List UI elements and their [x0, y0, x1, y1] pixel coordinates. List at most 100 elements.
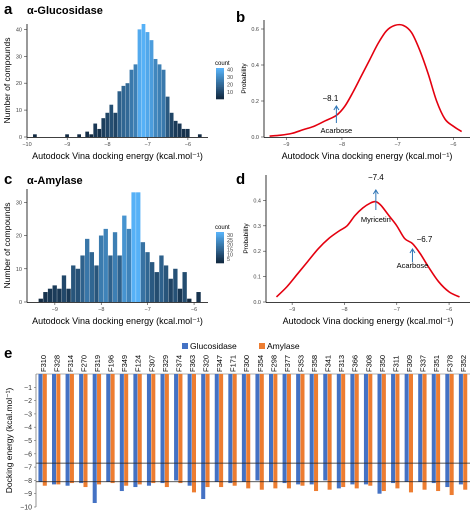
legend-swatch: [216, 235, 224, 237]
y-tick-label: −6: [24, 451, 32, 458]
y-axis-label: Probability: [241, 63, 248, 94]
histogram-bar: [121, 85, 126, 137]
x-tick-label: −7: [394, 307, 400, 313]
y-axis-label: Docking energy (kcal.mol⁻¹): [4, 388, 14, 494]
histogram-bar: [52, 285, 57, 302]
x-axis-label: Autodock Vina docking energy (kcal.mol⁻¹…: [283, 316, 454, 326]
histogram-bar: [33, 134, 37, 137]
y-tick-label: 0.4: [251, 63, 259, 69]
legend-tick-label: 10: [227, 90, 233, 96]
annotation-value: −7.4: [368, 173, 384, 182]
histogram-bar: [154, 272, 159, 302]
histogram-bar: [85, 131, 90, 137]
legend-tick-label: 20: [227, 243, 233, 249]
y-axis-label: Number of compounds: [2, 38, 12, 124]
panel-c: c α-Amylase −9 −8 −7 −6 0 10 20 30 Autodock Vina d…: [2, 171, 233, 326]
bar-amylase: [327, 374, 332, 490]
x-tick-label: −8: [98, 307, 104, 313]
legend-swatch: [216, 238, 224, 241]
annotation-value: −6.7: [417, 235, 433, 244]
histogram-bar: [145, 32, 150, 138]
histogram-bar: [80, 255, 85, 302]
legend-swatch: [216, 244, 224, 247]
legend-swatch: [216, 232, 224, 234]
histogram-bar: [65, 134, 69, 137]
bar-amylase: [314, 374, 319, 492]
histogram-bar: [126, 228, 132, 302]
legend-title: count: [215, 61, 230, 67]
bar-amylase: [178, 374, 183, 484]
panel-letter: c: [4, 171, 12, 188]
bar-amylase: [69, 374, 74, 484]
arrowhead: [372, 189, 379, 195]
histogram-bar: [98, 235, 104, 302]
legend-swatch: [216, 97, 224, 100]
legend-swatch: [216, 245, 224, 248]
bar-glucosidase: [269, 374, 274, 482]
bar-glucosidase: [65, 374, 70, 486]
y-tick-label: 0.0: [253, 300, 261, 306]
legend-swatch: [216, 85, 224, 87]
y-axis-label: Probability: [243, 223, 250, 254]
legend-swatch: [216, 78, 224, 81]
legend-swatch: [216, 250, 224, 253]
bar-glucosidase: [282, 374, 287, 484]
histogram-bar: [133, 64, 138, 137]
histogram-bar: [168, 278, 173, 302]
x-tick-label: −8: [104, 142, 110, 148]
bar-glucosidase: [106, 374, 111, 482]
category-label: F341: [324, 355, 333, 372]
legend-tick-label: 40: [227, 68, 233, 74]
y-tick-label: 0.4: [253, 198, 261, 204]
panel-title: α-Amylase: [27, 175, 83, 187]
y-tick-label: 0: [19, 300, 22, 306]
legend-swatch: [216, 83, 224, 86]
bar-glucosidase: [228, 374, 233, 484]
bar-amylase: [205, 374, 210, 488]
bar-glucosidase: [187, 374, 192, 486]
annotation-compound: Myricetin: [361, 215, 391, 224]
category-label: F363: [188, 355, 197, 372]
bar-amylase: [463, 374, 468, 490]
legend-swatch: [216, 256, 224, 259]
bar-amylase: [368, 374, 373, 486]
annotation-compound: Acarbose: [397, 261, 429, 270]
bar-glucosidase: [79, 374, 84, 484]
bar-amylase: [137, 374, 142, 485]
legend-swatch: [182, 343, 188, 349]
bar-glucosidase: [350, 374, 355, 485]
legend-tick-label: 10: [227, 252, 233, 258]
y-tick-label: 20: [16, 81, 22, 87]
histogram-bar: [94, 265, 99, 302]
legend-tick-label: 30: [227, 75, 233, 81]
bar-glucosidase: [391, 374, 396, 484]
histogram-bar: [181, 128, 186, 137]
x-tick-label: −6: [191, 307, 197, 313]
arrowhead: [409, 248, 416, 254]
legend-swatch: [216, 69, 224, 72]
bar-amylase: [341, 374, 346, 488]
bar-glucosidase: [323, 374, 328, 481]
histogram-bar: [157, 64, 162, 137]
legend-swatch: [216, 236, 224, 239]
legend-swatch: [216, 81, 224, 84]
legend-label: Amylase: [267, 341, 300, 351]
histogram-bar: [131, 192, 136, 302]
legend-swatch: [216, 80, 224, 83]
y-tick-label: 0: [19, 135, 22, 141]
category-label: F354: [256, 355, 265, 372]
category-label: F374: [174, 355, 183, 372]
histogram-bar: [103, 228, 108, 302]
legend-swatch: [216, 247, 224, 250]
bar-amylase: [151, 374, 156, 484]
histogram-bar: [47, 288, 53, 302]
histogram-bar: [149, 262, 155, 302]
histogram-bar: [85, 238, 90, 302]
category-label: F329: [161, 355, 170, 372]
histogram-bar: [149, 40, 154, 138]
x-tick-label: −9: [64, 142, 70, 148]
histogram-bar: [122, 215, 127, 302]
bar-amylase: [110, 374, 115, 484]
